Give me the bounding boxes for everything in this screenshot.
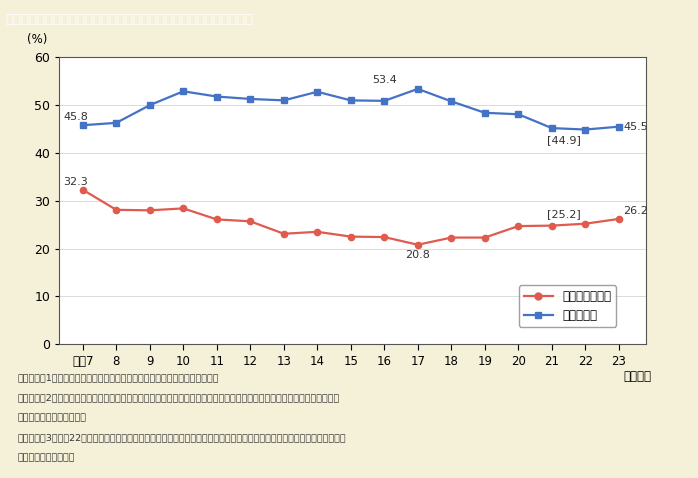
- Text: 存在する。: 存在する。: [17, 413, 87, 423]
- Text: 32.3: 32.3: [64, 177, 88, 187]
- 市区合格者: [514, 111, 523, 117]
- Line: 都道府県合格者: 都道府県合格者: [80, 186, 622, 248]
- 市区合格者: [481, 110, 489, 116]
- 市区合格者: [79, 122, 87, 128]
- 市区合格者: [447, 98, 456, 104]
- Line: 市区合格者: 市区合格者: [80, 86, 622, 133]
- 市区合格者: [246, 96, 255, 102]
- Text: （年度）: （年度）: [624, 370, 652, 383]
- 市区合格者: [179, 88, 188, 94]
- 都道府県合格者: [112, 207, 121, 213]
- 市区合格者: [380, 98, 389, 104]
- 市区合格者: [548, 125, 556, 131]
- Text: いる。: いる。: [17, 453, 75, 462]
- 都道府県合格者: [481, 235, 489, 240]
- 市区合格者: [112, 120, 121, 126]
- Text: 45.8: 45.8: [64, 112, 88, 122]
- 市区合格者: [414, 86, 422, 92]
- Text: (%): (%): [27, 33, 47, 46]
- 市区合格者: [280, 98, 288, 103]
- Text: 2．女性合格者，男性合格者のほか，申込書に性別記入欄を設けていない試験があることから性別不明の合格者が: 2．女性合格者，男性合格者のほか，申込書に性別記入欄を設けていない試験があること…: [17, 393, 340, 402]
- 都道府県合格者: [514, 223, 523, 229]
- 都道府県合格者: [414, 242, 422, 248]
- 都道府県合格者: [146, 207, 154, 213]
- 都道府県合格者: [548, 223, 556, 228]
- 都道府県合格者: [179, 206, 188, 211]
- Text: 第１－１－９図　地方公務員採用試験合格者に占める女性割合の推移: 第１－１－９図 地方公務員採用試験合格者に占める女性割合の推移: [6, 13, 253, 26]
- Text: 3．平成22年度は，東日本大震災の影響により調査が困難となった２団体（岩手県の１市１町）を除いて集計して: 3．平成22年度は，東日本大震災の影響により調査が困難となった２団体（岩手県の１…: [17, 433, 346, 442]
- 市区合格者: [213, 94, 221, 99]
- 都道府県合格者: [380, 234, 389, 240]
- Text: 20.8: 20.8: [406, 250, 430, 261]
- 都道府県合格者: [246, 218, 255, 224]
- 都道府県合格者: [79, 187, 87, 193]
- Text: （備考）　1．総務省「地方公共団体の勤務条件等に関する調査」より作成。: （備考） 1．総務省「地方公共団体の勤務条件等に関する調査」より作成。: [17, 374, 219, 383]
- 市区合格者: [146, 102, 154, 108]
- 都道府県合格者: [615, 216, 623, 222]
- 市区合格者: [581, 127, 590, 132]
- 市区合格者: [313, 89, 322, 95]
- 市区合格者: [615, 124, 623, 130]
- 都道府県合格者: [280, 231, 288, 237]
- Text: [25.2]: [25.2]: [547, 209, 581, 219]
- 都道府県合格者: [347, 234, 355, 239]
- 都道府県合格者: [213, 217, 221, 222]
- Text: [44.9]: [44.9]: [547, 135, 581, 145]
- 都道府県合格者: [313, 229, 322, 235]
- Text: 53.4: 53.4: [372, 75, 396, 85]
- 都道府県合格者: [447, 235, 456, 240]
- Text: 26.2: 26.2: [623, 206, 648, 216]
- Legend: 都道府県合格者, 市区合格者: 都道府県合格者, 市区合格者: [519, 285, 616, 327]
- 市区合格者: [347, 98, 355, 103]
- 都道府県合格者: [581, 221, 590, 227]
- Text: 45.5: 45.5: [623, 122, 648, 131]
